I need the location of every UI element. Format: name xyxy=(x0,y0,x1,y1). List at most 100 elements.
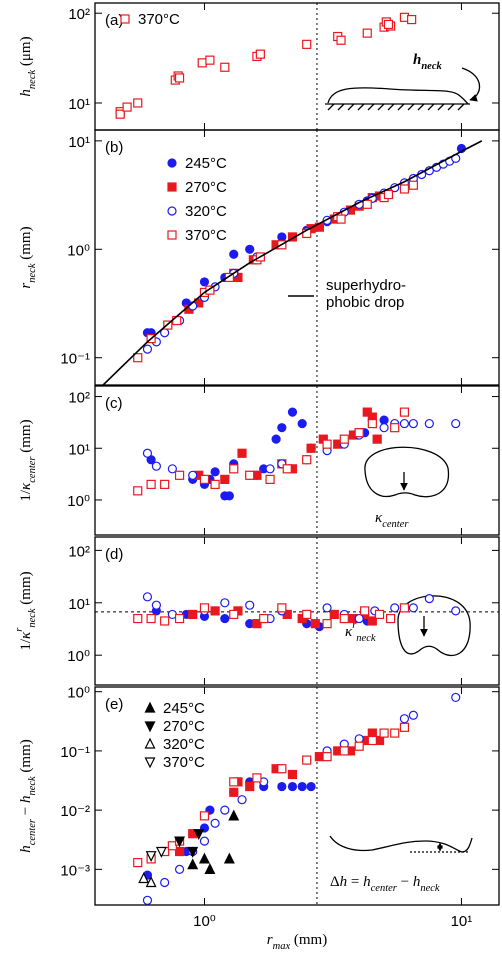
point xyxy=(383,189,394,200)
annotation: κr neck xyxy=(345,620,376,644)
y-tick-label: 10¹ xyxy=(68,441,90,458)
point xyxy=(354,428,364,438)
point xyxy=(399,714,410,724)
point xyxy=(199,836,210,846)
text-part: max xyxy=(273,941,291,952)
point xyxy=(237,795,247,805)
y-tick-label: 10² xyxy=(68,6,90,23)
legend-label: 370°C xyxy=(138,11,180,28)
y-tick-label: 10⁰ xyxy=(67,493,90,510)
point xyxy=(205,55,215,65)
legend-label: 320°C xyxy=(185,203,227,220)
point xyxy=(302,755,312,765)
point xyxy=(287,407,298,417)
y-tick-label: 10⁻¹ xyxy=(60,351,90,368)
point xyxy=(245,470,255,480)
point xyxy=(451,418,461,429)
point xyxy=(302,455,312,465)
point xyxy=(122,102,132,112)
point xyxy=(229,249,239,259)
drop-profile xyxy=(329,835,473,853)
point xyxy=(229,787,239,797)
point xyxy=(362,199,372,209)
point xyxy=(160,479,170,489)
point xyxy=(408,180,418,190)
point xyxy=(146,479,156,489)
point xyxy=(302,609,312,620)
point xyxy=(310,619,320,629)
point xyxy=(188,609,198,620)
text-part: neck xyxy=(421,61,442,72)
text-part: (mm) xyxy=(290,932,327,948)
point xyxy=(220,474,230,484)
text-part: = xyxy=(347,874,363,890)
point xyxy=(424,594,434,604)
point xyxy=(151,600,161,610)
annotation: κcenter xyxy=(375,510,409,530)
text-part: neck xyxy=(420,883,440,894)
text-part: center xyxy=(371,883,398,894)
y-axis-label: rneck (mm) xyxy=(18,226,38,288)
panel-label: (e) xyxy=(105,696,123,713)
point xyxy=(133,353,143,363)
point xyxy=(277,232,287,242)
point xyxy=(210,467,220,477)
point xyxy=(252,773,262,783)
point xyxy=(277,781,287,792)
text-part: neck xyxy=(356,633,376,644)
point xyxy=(199,603,210,613)
point xyxy=(187,858,199,870)
point xyxy=(287,769,298,780)
point xyxy=(172,315,182,326)
point xyxy=(259,613,269,624)
point xyxy=(142,448,153,458)
y-tick-label: 10² xyxy=(68,390,90,407)
frame xyxy=(94,129,500,386)
plot-area xyxy=(133,692,461,905)
y-tick-label: 10⁻² xyxy=(60,803,90,820)
point xyxy=(408,418,418,429)
legend-marker xyxy=(144,721,156,733)
legend-label: 370°C xyxy=(185,227,227,244)
text-part: 1/ xyxy=(18,638,34,651)
text-part: r xyxy=(267,932,273,948)
point xyxy=(198,852,210,864)
text-part: neck xyxy=(27,608,38,628)
frame xyxy=(94,686,500,906)
point xyxy=(155,846,167,858)
annotation: hneck xyxy=(413,52,443,72)
point xyxy=(199,474,210,484)
panel-label: (c) xyxy=(105,395,123,412)
text-part: neck xyxy=(27,776,38,796)
point xyxy=(399,184,410,194)
point xyxy=(297,781,307,792)
point xyxy=(245,244,255,254)
legend-label: 270°C xyxy=(185,179,227,196)
point xyxy=(199,277,210,287)
point xyxy=(220,805,230,815)
point xyxy=(133,857,143,868)
point xyxy=(133,98,143,108)
point xyxy=(399,407,410,417)
point xyxy=(204,863,216,874)
y-tick-label: 10⁻³ xyxy=(60,862,90,879)
y-tick-label: 10² xyxy=(68,543,90,560)
point xyxy=(383,19,394,30)
point xyxy=(339,613,349,624)
point xyxy=(451,606,461,616)
point xyxy=(115,109,125,119)
legend-label: phobic drop xyxy=(326,294,404,311)
point xyxy=(167,841,177,851)
plot-area xyxy=(133,407,461,501)
y-tick-label: 10⁰ xyxy=(67,242,90,259)
text-part: κ xyxy=(345,624,353,640)
point xyxy=(367,418,377,429)
text-part: h xyxy=(18,845,34,853)
legend-marker xyxy=(167,230,177,240)
point xyxy=(271,434,281,444)
point xyxy=(229,777,239,787)
panel-label: (a) xyxy=(105,12,123,29)
point xyxy=(142,592,153,602)
point xyxy=(142,895,153,905)
point xyxy=(145,851,157,863)
